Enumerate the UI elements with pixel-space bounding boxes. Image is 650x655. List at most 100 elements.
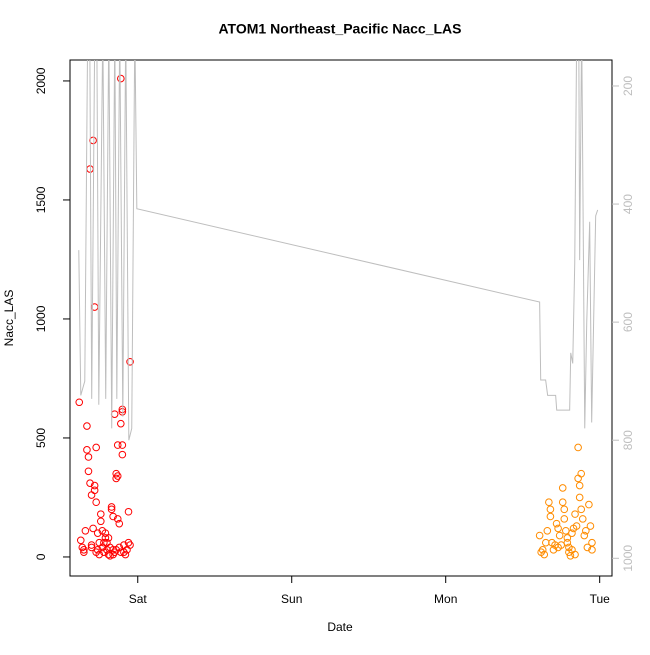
point — [83, 446, 91, 454]
point — [535, 531, 544, 540]
point — [118, 450, 127, 459]
point — [109, 512, 117, 521]
x-tick-label: Tue — [590, 592, 611, 606]
point — [115, 519, 124, 528]
point — [558, 484, 567, 492]
point — [552, 519, 561, 528]
y-tick-label: 1000 — [34, 305, 48, 332]
point — [578, 515, 587, 523]
point — [96, 517, 105, 526]
y2-tick-label: 800 — [621, 430, 635, 450]
plot-box — [69, 59, 613, 577]
point — [563, 534, 572, 542]
point — [577, 469, 586, 478]
point — [560, 505, 569, 514]
point — [117, 419, 125, 428]
point — [555, 531, 564, 540]
point — [83, 422, 91, 430]
y-tick-label: 500 — [34, 428, 48, 448]
point — [80, 546, 88, 554]
point — [554, 524, 562, 533]
point — [98, 543, 107, 552]
point — [117, 74, 125, 83]
point — [558, 498, 567, 507]
point — [571, 510, 579, 518]
point — [571, 550, 579, 559]
y-tick-label: 1500 — [34, 186, 48, 213]
point — [112, 546, 120, 554]
point — [84, 453, 93, 461]
point — [107, 505, 116, 514]
point — [549, 546, 558, 554]
point — [580, 531, 589, 540]
point — [118, 441, 127, 449]
y2-tick-label: 200 — [621, 76, 635, 96]
point — [538, 546, 547, 554]
point — [113, 472, 122, 480]
point — [76, 536, 85, 545]
x-tick-label: Sat — [129, 592, 148, 606]
line — [78, 60, 599, 441]
y2-tick-label: 400 — [621, 194, 635, 214]
point — [95, 550, 104, 559]
point — [560, 515, 569, 523]
point — [121, 550, 130, 559]
point — [89, 136, 97, 145]
point — [575, 493, 584, 502]
point — [577, 505, 586, 514]
point — [540, 550, 549, 559]
point — [107, 503, 116, 511]
x-tick-label: Sun — [281, 592, 302, 606]
y-tick-label: 2000 — [34, 67, 48, 94]
point — [90, 486, 99, 495]
point — [84, 467, 93, 476]
point — [126, 541, 134, 549]
point — [104, 534, 113, 542]
y-tick-label: 0 — [34, 553, 48, 560]
point — [582, 526, 590, 535]
point — [113, 515, 122, 523]
chart-title: ATOM1 Northeast_Pacific Nacc_LAS — [218, 21, 461, 37]
point — [572, 522, 581, 530]
point — [87, 541, 96, 549]
point — [543, 526, 552, 535]
plot-area — [75, 60, 599, 560]
point — [89, 524, 97, 533]
point — [100, 538, 108, 547]
point — [92, 443, 100, 452]
point — [568, 529, 576, 537]
point — [546, 512, 555, 521]
point — [113, 441, 122, 449]
point — [586, 522, 595, 530]
point — [81, 526, 90, 535]
point — [588, 538, 596, 547]
point — [101, 534, 110, 542]
y2-tick-label: 600 — [621, 312, 635, 332]
point — [554, 543, 562, 552]
x-tick-label: Mon — [434, 592, 457, 606]
point — [563, 538, 572, 547]
point — [585, 500, 593, 509]
point — [90, 481, 99, 490]
point — [93, 529, 102, 537]
point — [574, 443, 582, 452]
point — [575, 481, 584, 490]
point — [96, 510, 105, 518]
point — [588, 546, 596, 554]
point — [583, 543, 592, 552]
point — [126, 357, 134, 366]
point — [545, 498, 553, 507]
point — [87, 543, 96, 552]
point — [86, 479, 94, 487]
x-axis-label: Date — [327, 620, 353, 634]
point — [80, 548, 88, 556]
point — [117, 548, 125, 556]
point — [75, 398, 84, 407]
point — [124, 507, 133, 516]
y-axis-label: Nacc_LAS — [2, 290, 16, 347]
point — [546, 505, 555, 514]
point — [92, 498, 100, 507]
y2-tick-label: 1000 — [621, 545, 635, 572]
